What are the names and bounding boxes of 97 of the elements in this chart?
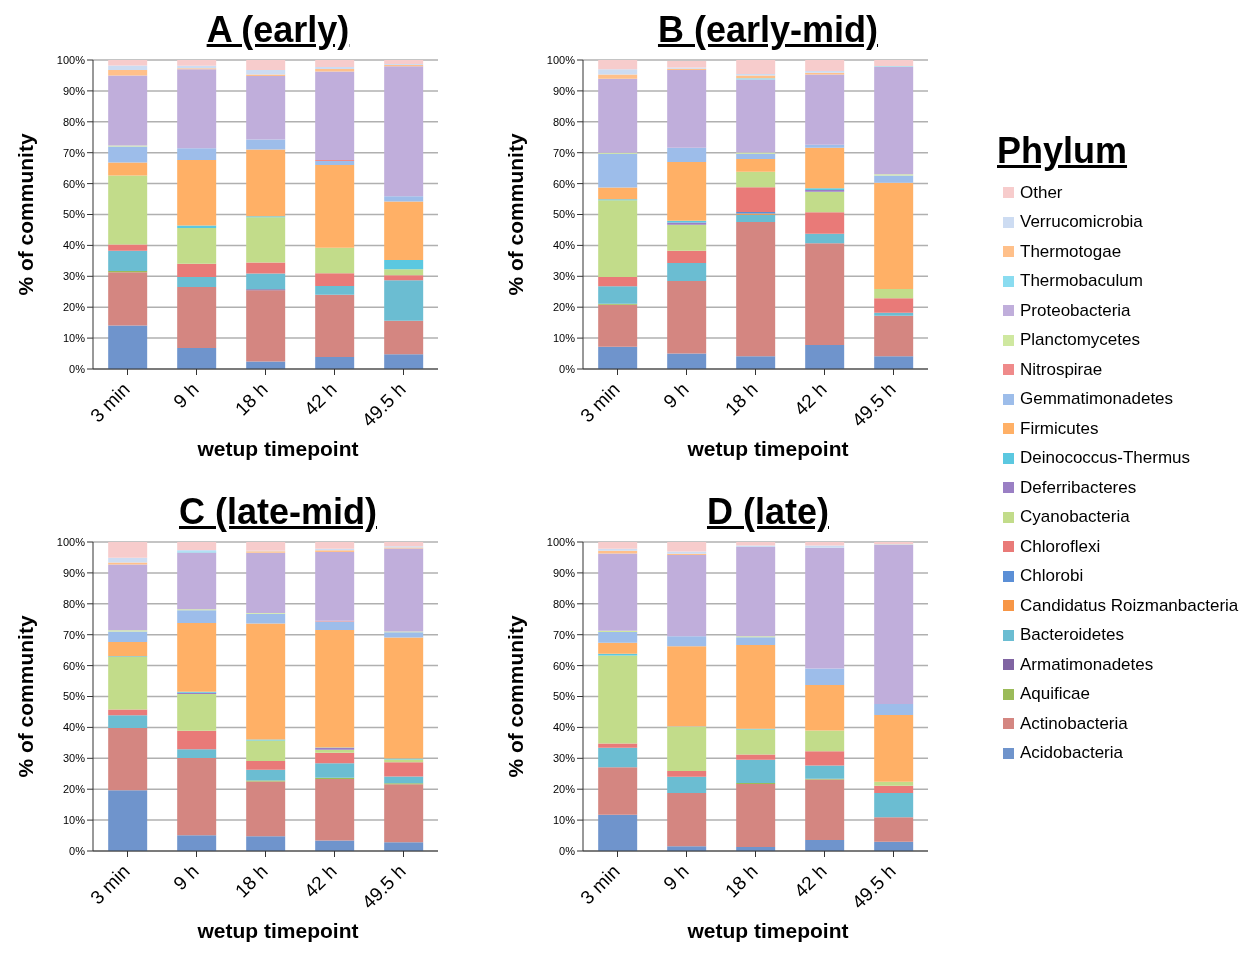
legend-label: Acidobacteria	[1020, 743, 1124, 764]
x-axis-title: wetup timepoint	[686, 919, 850, 943]
y-tick-label: 90%	[552, 566, 576, 579]
legend-label: Bacteroidetes	[1020, 625, 1124, 646]
y-tick-label: 20%	[62, 301, 86, 314]
y-axis-title: % of community	[14, 133, 38, 296]
y-tick-label: 40%	[62, 239, 86, 252]
x-axis-title: wetup timepoint	[686, 437, 850, 461]
y-tick-label: 20%	[62, 783, 86, 796]
legend-label: Chloroflexi	[1020, 536, 1101, 557]
x-tick-label: 9 h	[659, 378, 693, 413]
x-tick-label: 18 h	[230, 860, 272, 902]
y-tick-label: 0%	[69, 844, 86, 857]
x-tick-label: 3 min	[86, 378, 134, 427]
y-tick-label: 0%	[559, 844, 576, 857]
x-tick-label: 9 h	[169, 860, 203, 895]
legend-label: Proteobacteria	[1020, 300, 1131, 321]
y-tick-label: 80%	[62, 597, 86, 610]
legend-label: Planctomycetes	[1020, 330, 1140, 351]
y-tick-label: 30%	[62, 270, 86, 283]
legend-label: Nitrospirae	[1020, 359, 1103, 380]
y-tick-label: 80%	[552, 597, 576, 610]
x-tick-label: 42 h	[789, 860, 831, 902]
legend-label: Deferribacteres	[1020, 477, 1137, 498]
legend-label: Cyanobacteria	[1020, 507, 1130, 528]
legend-label: Armatimonadetes	[1020, 654, 1154, 675]
legend-label: Other	[1020, 182, 1063, 203]
x-tick-label: 42 h	[299, 860, 341, 902]
y-tick-label: 70%	[62, 146, 86, 159]
legend-label: Thermotogae	[1020, 241, 1122, 262]
y-tick-label: 40%	[552, 721, 576, 734]
y-tick-label: 100%	[546, 535, 576, 548]
x-tick-label: 18 h	[720, 378, 762, 420]
y-tick-label: 100%	[56, 535, 86, 548]
x-tick-label: 49.5 h	[357, 860, 410, 913]
y-tick-label: 70%	[552, 146, 576, 159]
x-tick-label: 42 h	[299, 378, 341, 420]
y-tick-label: 40%	[552, 239, 576, 252]
y-tick-label: 10%	[552, 332, 576, 345]
y-tick-label: 30%	[552, 752, 576, 765]
legend-label: Candidatus Roizmanbacteria	[1020, 595, 1239, 616]
y-tick-label: 10%	[552, 814, 576, 827]
chart-title: B (early-mid)	[656, 8, 879, 52]
x-tick-label: 3 min	[576, 378, 624, 427]
y-tick-label: 80%	[552, 115, 576, 128]
y-tick-label: 60%	[62, 177, 86, 190]
y-tick-label: 60%	[552, 177, 576, 190]
legend-label: Chlorobi	[1020, 566, 1084, 587]
x-tick-label: 42 h	[789, 378, 831, 420]
x-axis-title: wetup timepoint	[196, 437, 360, 461]
y-tick-label: 90%	[62, 566, 86, 579]
legend-label: Firmicutes	[1020, 418, 1099, 439]
legend-label: Deinococcus-Thermus	[1020, 448, 1191, 469]
y-tick-label: 70%	[552, 628, 576, 641]
y-tick-label: 0%	[559, 362, 576, 375]
x-tick-label: 49.5 h	[847, 860, 900, 913]
x-tick-label: 49.5 h	[847, 378, 900, 431]
x-tick-label: 18 h	[720, 860, 762, 902]
x-tick-label: 9 h	[169, 378, 203, 413]
x-tick-label: 18 h	[230, 378, 272, 420]
chart-title: D (late)	[706, 490, 830, 534]
y-tick-label: 70%	[62, 628, 86, 641]
y-tick-label: 60%	[552, 659, 576, 672]
y-tick-label: 30%	[62, 752, 86, 765]
y-tick-label: 50%	[62, 690, 86, 703]
y-tick-label: 10%	[62, 332, 86, 345]
y-axis-title: % of community	[14, 615, 38, 778]
y-tick-label: 30%	[552, 270, 576, 283]
y-tick-label: 20%	[552, 301, 576, 314]
legend-label: Thermobaculum	[1020, 271, 1143, 292]
y-tick-label: 90%	[552, 84, 576, 97]
chart-title: C (late-mid)	[178, 490, 378, 534]
y-tick-label: 40%	[62, 721, 86, 734]
legend-label: Actinobacteria	[1020, 713, 1128, 734]
y-tick-label: 50%	[552, 208, 576, 221]
x-tick-label: 3 min	[86, 860, 134, 909]
legend-label: Verrucomicrobia	[1020, 212, 1143, 233]
y-tick-label: 80%	[62, 115, 86, 128]
legend-label: Aquificae	[1020, 684, 1090, 705]
y-axis-title: % of community	[504, 133, 528, 296]
y-tick-label: 100%	[56, 53, 86, 66]
chart-title: A (early)	[205, 8, 351, 52]
y-tick-label: 90%	[62, 84, 86, 97]
x-tick-label: 49.5 h	[357, 378, 410, 431]
legend-label: Gemmatimonadetes	[1020, 389, 1174, 410]
x-axis-title: wetup timepoint	[196, 919, 360, 943]
x-tick-label: 3 min	[576, 860, 624, 909]
y-tick-label: 0%	[69, 362, 86, 375]
y-tick-label: 100%	[546, 53, 576, 66]
x-tick-label: 9 h	[659, 860, 693, 895]
y-tick-label: 10%	[62, 814, 86, 827]
y-tick-label: 50%	[62, 208, 86, 221]
y-tick-label: 50%	[552, 690, 576, 703]
y-tick-label: 60%	[62, 659, 86, 672]
legend-title: Phylum	[997, 130, 1129, 172]
y-axis-title: % of community	[504, 615, 528, 778]
y-tick-label: 20%	[552, 783, 576, 796]
